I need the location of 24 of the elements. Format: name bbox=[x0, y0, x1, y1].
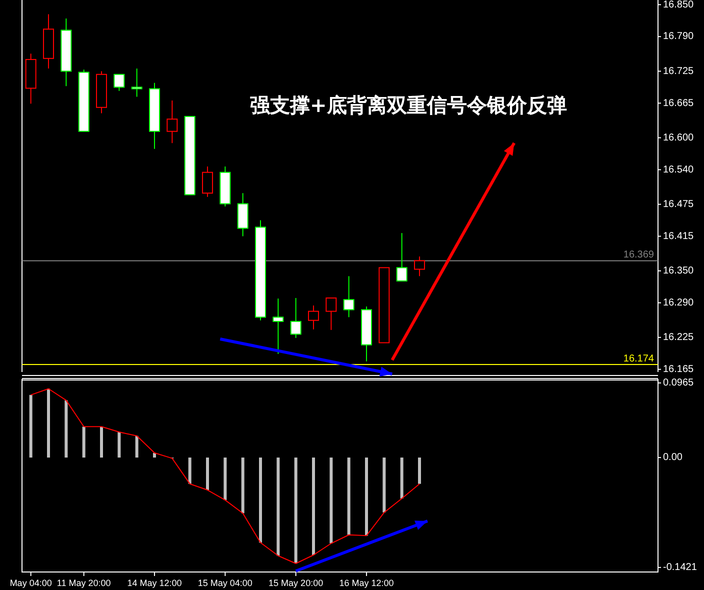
y-tick-label: 16.415 bbox=[663, 230, 694, 242]
y-tick-label: 16.475 bbox=[663, 198, 694, 210]
y-tick-label: 16.290 bbox=[663, 297, 694, 308]
y-tick-label: 16.790 bbox=[663, 31, 694, 42]
x-tick-label: 14 May 12:00 bbox=[127, 578, 182, 588]
x-tick-label: 11 May 20:00 bbox=[56, 578, 111, 588]
y-tick-label: 16.850 bbox=[663, 0, 694, 10]
y-tick-label: 16.225 bbox=[663, 332, 694, 344]
y-tick-label: 16.725 bbox=[663, 66, 694, 77]
y-tick-label: 16.165 bbox=[663, 364, 694, 375]
x-tick-label: 16 May 12:00 bbox=[339, 578, 394, 588]
y-tick-label: 16.540 bbox=[663, 164, 694, 176]
annotation: 强支撑+底背离双重信号令银价反弹 bbox=[250, 93, 567, 117]
y-tick-label: 16.600 bbox=[663, 132, 694, 144]
y-tick-label: -0.1421 bbox=[663, 562, 698, 574]
y-tick-label: 0.00 bbox=[663, 452, 683, 464]
ref-line-label: 16.174 bbox=[623, 354, 654, 365]
x-tick-label: May 04:00 bbox=[10, 578, 52, 588]
x-tick-label: 15 May 20:00 bbox=[268, 578, 324, 588]
x-tick-label: 15 May 04:00 bbox=[198, 578, 252, 588]
y-tick-label: 0.0965 bbox=[663, 378, 694, 389]
ref-line-label: 16.369 bbox=[623, 250, 654, 261]
y-tick-label: 16.350 bbox=[663, 265, 694, 276]
y-tick-label: 16.665 bbox=[663, 98, 694, 109]
